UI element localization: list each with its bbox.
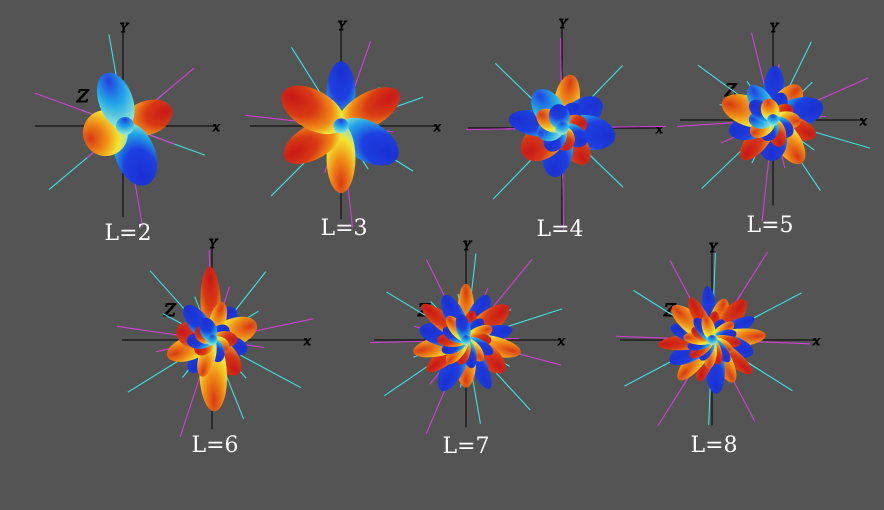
- axis-letter-y: Y: [770, 21, 779, 35]
- lobe: [281, 85, 345, 135]
- lobe-center: [116, 117, 134, 135]
- axis-letter-y: Y: [338, 19, 347, 33]
- panel-label-l6: L=6: [191, 433, 239, 458]
- axis-lines: Zx Y: [35, 21, 221, 218]
- harmonic-panel: ZxY: [677, 21, 871, 222]
- harmonic-panel: ZxY: [116, 237, 314, 438]
- axis-letter-x: x: [558, 334, 565, 348]
- axis-letter-y: Y: [463, 239, 472, 253]
- panel-label-l7: L=7: [442, 434, 490, 459]
- lobe-center: [206, 334, 218, 346]
- axis-letter-y: Y: [209, 237, 218, 251]
- lobe-cluster: [413, 283, 521, 392]
- lobe-center: [461, 335, 471, 345]
- axis-letter-x: x: [213, 120, 220, 134]
- axis-letter-x: x: [656, 122, 663, 136]
- axis-letter-y: Y: [709, 241, 718, 255]
- lobe-cluster: [281, 61, 401, 193]
- harmonic-panel: xY: [245, 19, 442, 228]
- inner-lobe: [455, 314, 471, 342]
- lobe: [96, 72, 135, 129]
- lobe-center: [333, 118, 349, 134]
- lobe-cluster: [166, 266, 258, 412]
- panel-label-l2: L=2: [104, 221, 152, 246]
- axis-letter-x: x: [304, 334, 311, 348]
- harmonic-panel: ZxY: [370, 239, 566, 435]
- lobe-cluster: [721, 66, 824, 165]
- harmonic-panel: Zx Y: [34, 21, 221, 227]
- axis-letter-y: Y: [559, 17, 568, 31]
- lobe-center: [707, 335, 717, 345]
- lobe-center: [767, 114, 779, 126]
- lobe-cluster: [82, 72, 173, 186]
- axis-letter-x: x: [860, 114, 867, 128]
- lobe-cluster: [508, 74, 616, 178]
- panel-label-l3: L=3: [320, 216, 368, 241]
- inner-lobe: [701, 315, 716, 342]
- axis-letter-z: Z: [76, 87, 90, 107]
- axis-letter-x: x: [434, 120, 441, 134]
- harmonic-panel: ZxY: [616, 241, 821, 427]
- harmonic-panel: xY: [466, 17, 666, 230]
- panel-label-l8: L=8: [690, 433, 738, 458]
- lobe-cluster: [658, 286, 766, 394]
- lobe-center: [555, 121, 569, 135]
- panel-label-l4: L=4: [536, 217, 584, 242]
- axis-letter-x: x: [813, 334, 820, 348]
- axis-letter-y: Y: [120, 21, 129, 35]
- panel-label-l5: L=5: [746, 213, 794, 238]
